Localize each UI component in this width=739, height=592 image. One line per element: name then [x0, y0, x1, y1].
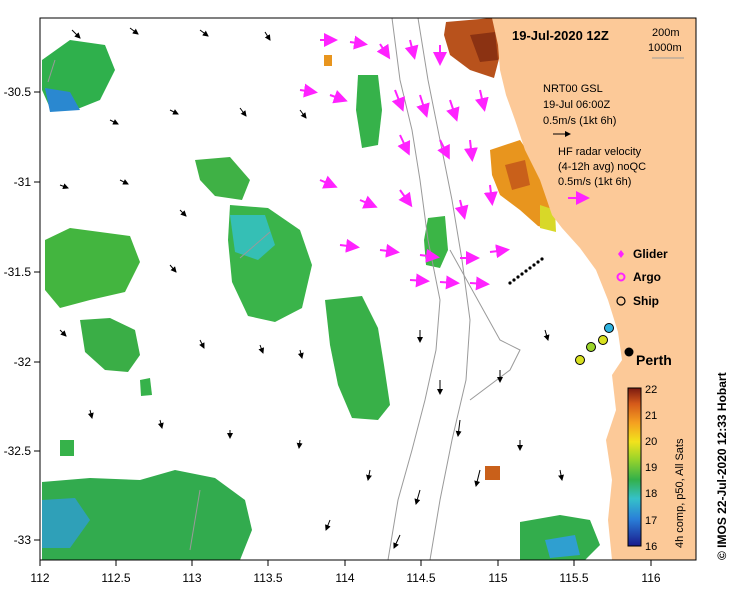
- y-tick-label: -32: [14, 355, 32, 369]
- isobath-legend: 200m 1000m: [648, 27, 684, 59]
- x-tick-label: 112: [30, 571, 49, 585]
- argo-floats: [575, 323, 614, 365]
- land-mass: [492, 18, 696, 560]
- x-tick-label: 113: [182, 571, 201, 585]
- argo-label: Argo: [633, 270, 661, 284]
- gsl-legend: NRT00 GSL 19-Jul 06:00Z 0.5m/s (1kt 6h): [543, 83, 616, 137]
- gsl-legend-line1: NRT00 GSL: [543, 83, 603, 95]
- colorbar-tick: 18: [645, 488, 657, 500]
- isobath-200m-label: 200m: [652, 27, 680, 39]
- colorbar-tick: 19: [645, 462, 657, 474]
- sst-colorbar: 16 17 18 19 20 21 22 4h comp, p50, All S…: [627, 384, 686, 553]
- y-tick-label: -30.5: [4, 85, 32, 99]
- x-tick-label: 115.5: [559, 571, 588, 585]
- x-tick-label: 115: [488, 571, 507, 585]
- hf-radar-vectors: [299, 33, 510, 291]
- y-tick-label: -33: [14, 533, 32, 547]
- x-tick-label: 113.5: [253, 571, 282, 585]
- x-tick-labels: 112 112.5 113 113.5 114 114.5 115 115.5 …: [30, 571, 660, 585]
- glider-symbol-icon: [618, 250, 624, 258]
- colorbar-tick: 17: [645, 515, 657, 527]
- x-tick-label: 116: [641, 571, 660, 585]
- glider-track: [508, 257, 544, 285]
- gsl-legend-line3: 0.5m/s (1kt 6h): [543, 115, 616, 127]
- ship-label: Ship: [633, 294, 659, 308]
- colorbar-tick: 20: [645, 436, 657, 448]
- y-tick-label: -32.5: [4, 444, 32, 458]
- city-label: Perth: [636, 352, 672, 368]
- model-velocity-vectors: [59, 27, 564, 549]
- radar-legend-line3: 0.5m/s (1kt 6h): [558, 176, 631, 188]
- perth-marker: Perth: [624, 347, 672, 368]
- colorbar-tick: 21: [645, 410, 657, 422]
- y-tick-label: -31.5: [4, 265, 32, 279]
- x-tick-label: 112.5: [101, 571, 130, 585]
- glider-label: Glider: [633, 247, 668, 261]
- plot-frame: [39, 17, 697, 561]
- colorbar-label: 4h comp, p50, All Sats: [674, 438, 686, 548]
- gsl-legend-line2: 19-Jul 06:00Z: [543, 99, 611, 111]
- map-title: 19-Jul-2020 12Z: [512, 28, 609, 43]
- y-tick-label: -31: [14, 175, 32, 189]
- radar-legend-line2: (4-12h avg) noQC: [558, 161, 646, 173]
- symbol-legend: Glider Argo Ship: [616, 247, 668, 308]
- side-credit: © IMOS 22-Jul-2020 12:33 Hobart: [715, 372, 729, 560]
- isobath-1000m-label: 1000m: [648, 42, 682, 54]
- ship-symbol-icon: [616, 296, 626, 306]
- hf-radar-legend: HF radar velocity (4-12h avg) noQC 0.5m/…: [558, 146, 646, 205]
- city-dot-icon: [624, 347, 634, 357]
- colorbar-tick: 16: [645, 541, 657, 553]
- x-tick-label: 114: [335, 571, 354, 585]
- radar-legend-line1: HF radar velocity: [558, 146, 642, 158]
- x-tick-label: 114.5: [406, 571, 435, 585]
- sst-patches-warm: [324, 18, 556, 480]
- axis-ticks: [34, 91, 652, 566]
- colorbar-tick: 22: [645, 384, 657, 396]
- sst-patches-cool: [42, 40, 600, 560]
- argo-symbol-icon: [616, 272, 626, 282]
- y-tick-labels: -30.5 -31 -31.5 -32 -32.5 -33: [4, 85, 32, 547]
- isobaths: [47, 18, 521, 560]
